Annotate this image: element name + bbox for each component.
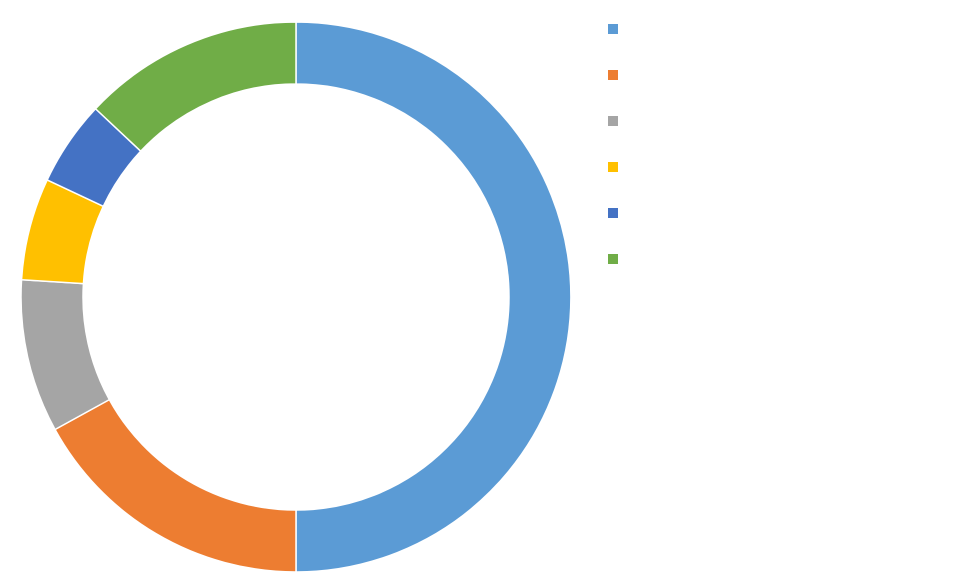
- legend-swatch-5: [608, 208, 618, 218]
- legend-swatch-6: [608, 254, 618, 264]
- legend-item-5: [608, 202, 958, 230]
- legend-item-1: [608, 18, 958, 46]
- legend-swatch-1: [608, 24, 618, 34]
- legend-swatch-4: [608, 162, 618, 172]
- chart-legend: [608, 18, 958, 294]
- donut-slice-6: [94, 21, 297, 153]
- donut-slice-3: [20, 278, 111, 431]
- legend-item-2: [608, 64, 958, 92]
- legend-swatch-2: [608, 70, 618, 80]
- legend-item-3: [608, 110, 958, 138]
- legend-item-4: [608, 156, 958, 184]
- legend-swatch-3: [608, 116, 618, 126]
- donut-slice-2: [53, 398, 297, 573]
- legend-item-6: [608, 248, 958, 276]
- donut-slice-1: [295, 21, 572, 573]
